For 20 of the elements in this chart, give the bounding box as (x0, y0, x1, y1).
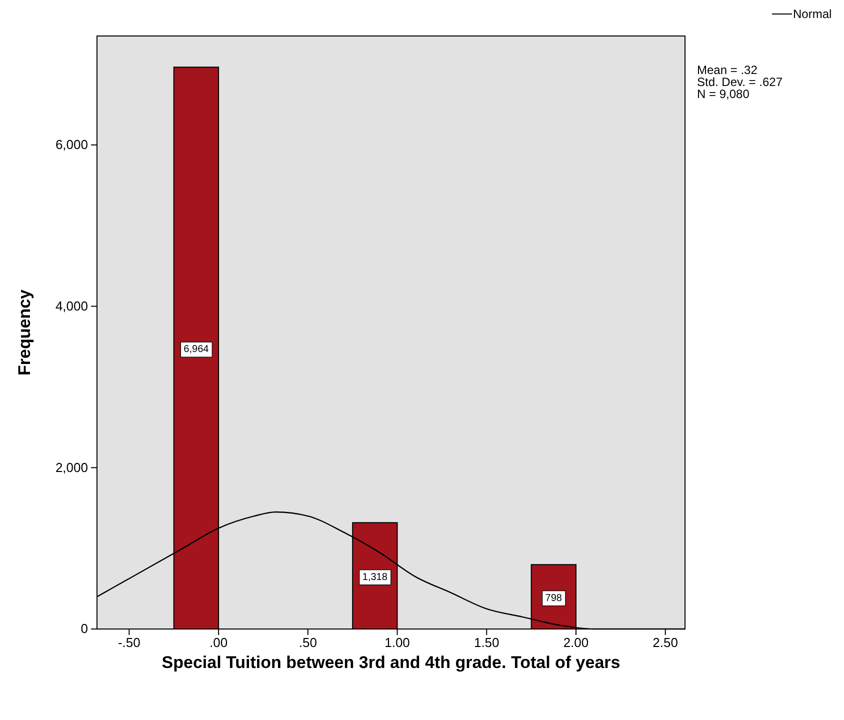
data-label: 1,318 (362, 572, 388, 583)
x-tick-label: 1.50 (474, 635, 500, 650)
y-tick-label: 0 (80, 621, 88, 636)
text: N = 9,080 (697, 87, 750, 101)
x-tick-label: .50 (298, 635, 317, 650)
text: Std. Dev. = .627 (697, 75, 783, 89)
legend-label: Normal (793, 7, 832, 21)
y-tick-label: 4,000 (55, 298, 88, 314)
y-axis-title: Frequency (15, 288, 34, 376)
x-tick-label: -.50 (118, 635, 140, 650)
y-tick-label: 2,000 (55, 460, 88, 475)
x-tick-label: 2.50 (652, 635, 678, 650)
x-tick-label: 2.00 (563, 635, 589, 650)
text: Mean = .32 (697, 63, 758, 77)
y-tick-label: 6,000 (55, 137, 88, 152)
x-tick-label: 1.00 (384, 635, 410, 650)
x-axis-title: Special Tuition between 3rd and 4th grade. Total of years (162, 653, 620, 672)
x-tick-label: .00 (209, 635, 228, 650)
data-label: 6,964 (184, 344, 210, 356)
data-label: 798 (545, 592, 562, 604)
